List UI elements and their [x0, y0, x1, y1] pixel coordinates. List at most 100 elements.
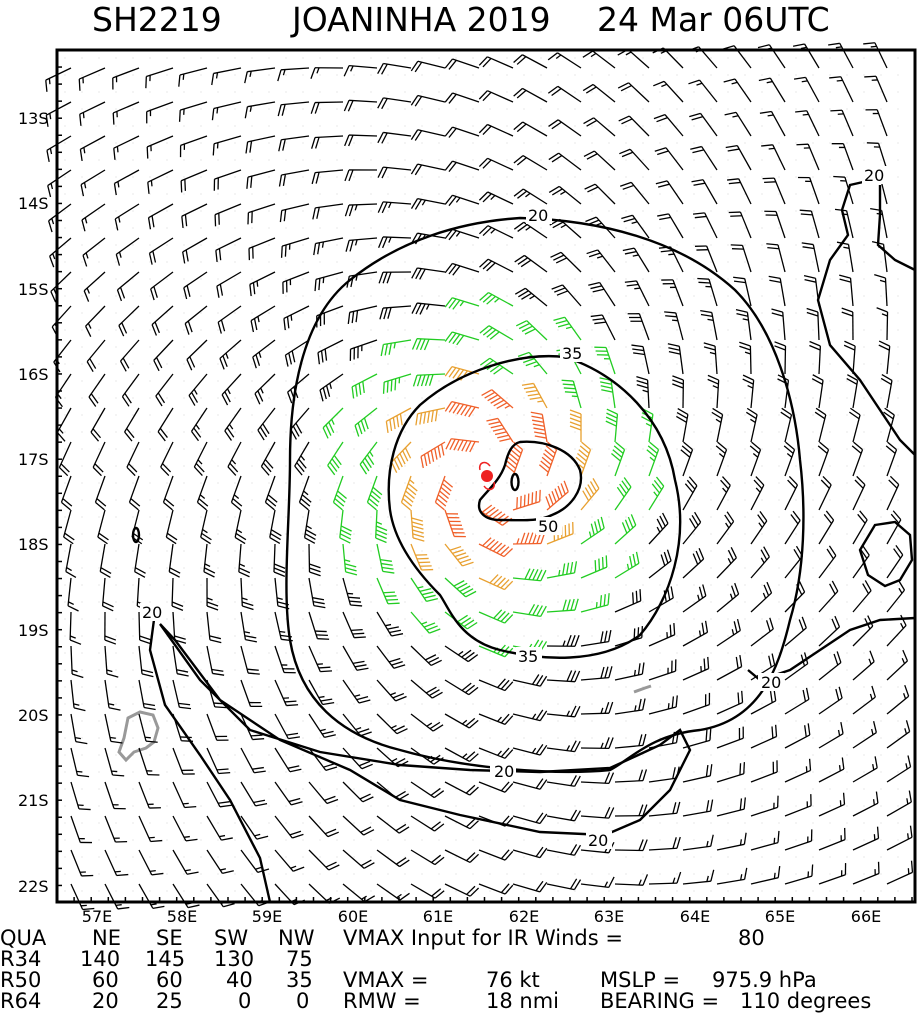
wind-barb [707, 374, 720, 409]
barb-feather [733, 621, 738, 633]
grid-dot [472, 261, 474, 263]
barb-feather [464, 651, 475, 660]
barb-feather [312, 597, 325, 601]
barb-feather [492, 511, 503, 520]
barb-feather [513, 188, 524, 197]
barb-feather [212, 672, 225, 676]
grid-dot [132, 873, 134, 875]
grid-dot [812, 261, 814, 263]
barb-staff [281, 101, 310, 106]
grid-dot [149, 550, 151, 552]
grid-dot [64, 822, 66, 824]
wind-barb [648, 476, 665, 511]
grid-dot [506, 601, 508, 603]
grid-dot [540, 499, 542, 501]
grid-dot [642, 856, 644, 858]
grid-dot [183, 397, 185, 399]
grid-dot [659, 754, 661, 756]
barb-feather [600, 381, 612, 385]
barb-feather [761, 144, 773, 147]
grid-dot [217, 737, 219, 739]
grid-dot [540, 244, 542, 246]
wind-barb [839, 274, 854, 307]
barb-staff [852, 696, 876, 715]
grid-dot [659, 856, 661, 858]
barb-staff [884, 278, 888, 307]
grid-dot [846, 703, 848, 705]
wind-barb [521, 382, 548, 409]
wind-barb [344, 134, 378, 147]
grid-dot [829, 448, 831, 450]
grid-dot [115, 788, 117, 790]
barb-half-feather [747, 384, 754, 389]
grid-dot [846, 533, 848, 535]
barb-feather [65, 570, 77, 579]
grid-dot [727, 448, 729, 450]
grid-dot [149, 125, 151, 127]
barb-staff [182, 237, 208, 253]
barb-feather [444, 58, 453, 69]
barb-feather [656, 518, 664, 530]
grid-dot [319, 737, 321, 739]
grid-dot [880, 686, 882, 688]
barb-feather [524, 532, 530, 544]
grid-dot [693, 74, 695, 76]
barb-staff [308, 679, 324, 705]
barb-feather [169, 567, 181, 574]
wind-barb [97, 509, 109, 545]
grid-dot [795, 142, 797, 144]
barb-feather [691, 179, 704, 183]
barb-feather [569, 417, 582, 423]
barb-staff [700, 112, 718, 137]
barb-feather [688, 79, 700, 85]
grid-dot [795, 74, 797, 76]
wind-barb [146, 101, 174, 124]
grid-dot [421, 125, 423, 127]
barb-feather [790, 514, 799, 525]
barb-staff [247, 101, 276, 108]
barb-half-feather [376, 521, 383, 525]
grid-dot [744, 261, 746, 263]
grid-dot [149, 499, 151, 501]
wind-barb [852, 580, 872, 613]
wind-barb [82, 237, 106, 267]
grid-dot [183, 346, 185, 348]
grid-dot [778, 142, 780, 144]
barb-feather [621, 151, 634, 158]
barb-half-feather [108, 703, 115, 706]
grid-dot [625, 754, 627, 756]
barb-staff [886, 625, 907, 647]
barb-staff [852, 449, 864, 477]
grid-dot [64, 754, 66, 756]
barb-staff [546, 713, 575, 718]
grid-dot [285, 142, 287, 144]
grid-dot [540, 278, 542, 280]
grid-dot [370, 278, 372, 280]
grid-dot [370, 720, 372, 722]
grid-dot [540, 873, 542, 875]
barb-feather [448, 162, 457, 173]
barb-half-feather [633, 669, 636, 676]
barb-staff [557, 85, 582, 103]
barb-staff [113, 135, 140, 149]
barb-staff [136, 577, 140, 606]
barb-feather [500, 612, 510, 622]
barb-feather [328, 421, 335, 433]
grid-dot [727, 108, 729, 110]
barb-feather [309, 563, 321, 569]
grid-dot [625, 312, 627, 314]
grid-dot [795, 125, 797, 127]
barb-feather [524, 328, 536, 335]
grid-dot [574, 295, 576, 297]
grid-dot [642, 210, 644, 212]
barb-feather [252, 738, 265, 741]
wind-barb [864, 75, 888, 103]
grid-dot [625, 295, 627, 297]
barb-feather [566, 634, 572, 647]
grid-dot [404, 380, 406, 382]
barb-feather [335, 494, 346, 503]
barb-feather [586, 153, 598, 160]
grid-dot [812, 159, 814, 161]
grid-dot [217, 125, 219, 127]
barb-staff [213, 101, 242, 110]
